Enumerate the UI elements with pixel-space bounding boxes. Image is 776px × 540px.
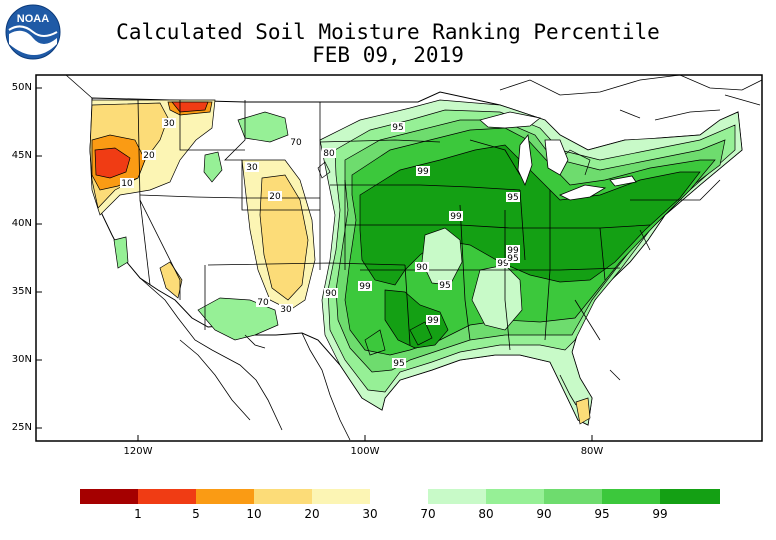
- map-frame: [35, 74, 763, 442]
- legend-label: 95: [594, 507, 610, 521]
- legend-swatch-5: [138, 489, 196, 504]
- contour-label: 95: [507, 254, 518, 264]
- contour-label: 99: [450, 212, 462, 222]
- map-date: FEB 09, 2019: [312, 43, 464, 67]
- great-lakes: [479, 111, 637, 201]
- legend-swatch-99: [660, 489, 720, 504]
- axis-ticks: [36, 87, 593, 441]
- lon-label: 80W: [580, 446, 604, 457]
- lat-label: 40N: [11, 218, 32, 229]
- neighbor-borders: [65, 74, 763, 441]
- contour-label: 80: [323, 149, 335, 159]
- lat-label: 30N: [11, 354, 32, 365]
- contour-label: 99: [417, 167, 429, 177]
- contour-label: 99: [359, 282, 371, 292]
- contour-label: 95: [393, 359, 404, 369]
- legend-swatch-30: [312, 489, 370, 504]
- map-title: Calculated Soil Moisture Ranking Percent…: [116, 20, 660, 44]
- lon-label: 120W: [123, 446, 153, 457]
- contour-label: 20: [143, 151, 155, 161]
- legend-swatch-95: [602, 489, 660, 504]
- legend-label: 1: [134, 507, 142, 521]
- lat-label: 35N: [11, 286, 32, 297]
- legend-swatch-10: [196, 489, 254, 504]
- legend-swatch-1: [80, 489, 138, 504]
- legend-swatch-70: [428, 489, 486, 504]
- contour-label: 30: [163, 119, 175, 129]
- legend-label: 90: [536, 507, 552, 521]
- logo-text: NOAA: [17, 13, 49, 25]
- legend-label: 80: [478, 507, 494, 521]
- legend-label: 10: [246, 507, 262, 521]
- contour-label: 70: [290, 138, 302, 148]
- contour-label: 30: [246, 163, 258, 173]
- legend-swatch-20: [254, 489, 312, 504]
- lat-label: 50N: [11, 82, 32, 93]
- contour-label: 10: [121, 179, 133, 189]
- contour-label: 95: [392, 123, 403, 133]
- state-borders: [137, 99, 721, 351]
- contour-label: 95: [507, 193, 518, 203]
- noaa-logo: NOAA: [5, 4, 61, 60]
- lon-label: 100W: [350, 446, 380, 457]
- contour-label: 99: [427, 316, 439, 326]
- contour-label: 99: [497, 259, 509, 269]
- contour-label: 20: [269, 192, 281, 202]
- contour-label: 30: [280, 305, 292, 315]
- contour-label: 95: [439, 281, 450, 291]
- contour-label: 99: [507, 246, 519, 256]
- legend-label: 20: [304, 507, 320, 521]
- lat-label: 45N: [11, 150, 32, 161]
- lat-label: 25N: [11, 422, 32, 433]
- legend-label: 70: [420, 507, 436, 521]
- legend-swatch-80: [486, 489, 544, 504]
- legend-swatch-90: [544, 489, 602, 504]
- legend-label: 5: [192, 507, 200, 521]
- contour-label: 90: [416, 263, 428, 273]
- contour-label: 90: [325, 289, 337, 299]
- legend-label: 30: [362, 507, 378, 521]
- legend-label: 99: [652, 507, 668, 521]
- contour-label: 70: [257, 298, 269, 308]
- contour-label-group: 30 20 10 70 80 95 99 30 20 99 95 99 99 9…: [120, 118, 520, 369]
